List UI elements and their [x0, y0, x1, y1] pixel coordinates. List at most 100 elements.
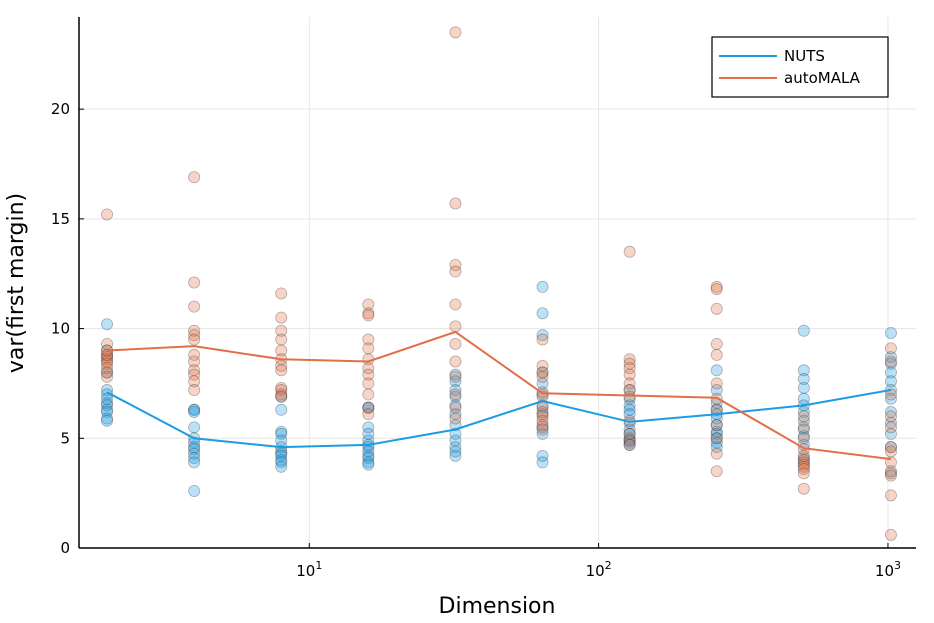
point-nuts	[449, 368, 462, 381]
point-nuts	[536, 329, 549, 342]
point-nuts	[536, 421, 549, 434]
point-nuts	[536, 307, 549, 320]
point-automala	[188, 355, 201, 368]
point-nuts	[797, 373, 810, 386]
point-nuts	[623, 438, 636, 451]
point-automala	[536, 414, 549, 427]
x-tick-label: 102	[586, 559, 612, 580]
point-automala	[710, 432, 723, 445]
point-automala	[188, 364, 201, 377]
point-nuts	[884, 427, 897, 440]
point-nuts	[449, 408, 462, 421]
point-automala	[275, 324, 288, 337]
point-nuts	[536, 280, 549, 293]
point-automala	[275, 311, 288, 324]
point-nuts	[101, 412, 114, 425]
point-automala	[449, 355, 462, 368]
point-automala	[623, 357, 636, 370]
point-automala	[275, 287, 288, 300]
axes	[78, 17, 916, 549]
point-automala	[623, 438, 636, 451]
point-automala	[362, 307, 375, 320]
point-automala	[797, 454, 810, 467]
point-automala	[188, 324, 201, 337]
point-nuts	[623, 403, 636, 416]
point-nuts	[275, 390, 288, 403]
point-automala	[536, 359, 549, 372]
point-nuts	[797, 430, 810, 443]
point-nuts	[884, 416, 897, 429]
point-nuts	[536, 449, 549, 462]
point-nuts	[884, 326, 897, 339]
point-automala	[101, 348, 114, 361]
point-nuts	[884, 357, 897, 370]
point-automala	[188, 368, 201, 381]
point-nuts	[362, 456, 375, 469]
point-automala	[884, 445, 897, 458]
point-automala	[623, 362, 636, 375]
point-automala	[362, 401, 375, 414]
point-nuts	[884, 375, 897, 388]
point-nuts	[449, 384, 462, 397]
point-automala	[101, 208, 114, 221]
point-nuts	[188, 403, 201, 416]
point-nuts	[188, 403, 201, 416]
x-tick-labels: 101 102 103	[296, 543, 901, 580]
point-nuts	[101, 403, 114, 416]
point-automala	[797, 421, 810, 434]
point-automala	[449, 337, 462, 350]
point-automala	[362, 408, 375, 421]
point-automala	[101, 366, 114, 379]
mean-line-nuts	[106, 389, 892, 449]
point-automala	[623, 377, 636, 390]
point-nuts	[449, 427, 462, 440]
point-automala	[188, 333, 201, 346]
point-nuts	[275, 445, 288, 458]
point-automala	[275, 344, 288, 357]
x-axis-title: Dimension	[439, 594, 556, 619]
point-automala	[449, 412, 462, 425]
point-nuts	[710, 364, 723, 377]
point-automala	[362, 333, 375, 346]
y-tick-label: 5	[60, 429, 70, 447]
point-nuts	[797, 423, 810, 436]
point-automala	[797, 449, 810, 462]
point-automala	[797, 463, 810, 476]
point-nuts	[884, 351, 897, 364]
y-tick-label: 0	[60, 539, 70, 557]
point-automala	[623, 427, 636, 440]
point-nuts	[362, 401, 375, 414]
point-automala	[884, 410, 897, 423]
point-automala	[884, 355, 897, 368]
point-automala	[188, 348, 201, 361]
point-automala	[362, 309, 375, 322]
point-automala	[101, 355, 114, 368]
point-nuts	[797, 324, 810, 337]
point-nuts	[188, 484, 201, 497]
legend: NUTS autoMALA	[711, 36, 889, 98]
point-automala	[275, 388, 288, 401]
point-automala	[449, 370, 462, 383]
point-automala	[710, 465, 723, 478]
point-nuts	[275, 427, 288, 440]
point-automala	[275, 381, 288, 394]
point-nuts	[884, 392, 897, 405]
point-nuts	[188, 447, 201, 460]
point-nuts	[275, 460, 288, 473]
point-automala	[710, 419, 723, 432]
point-automala	[884, 421, 897, 434]
legend-label-nuts: NUTS	[784, 47, 825, 65]
point-automala	[188, 300, 201, 313]
point-nuts	[797, 381, 810, 394]
point-automala	[797, 458, 810, 471]
point-nuts	[623, 432, 636, 445]
point-automala	[797, 482, 810, 495]
point-nuts	[188, 405, 201, 418]
point-automala	[188, 329, 201, 342]
point-automala	[710, 377, 723, 390]
point-automala	[710, 280, 723, 293]
point-automala	[884, 465, 897, 478]
point-automala	[449, 320, 462, 333]
point-nuts	[188, 443, 201, 456]
point-automala	[710, 447, 723, 460]
